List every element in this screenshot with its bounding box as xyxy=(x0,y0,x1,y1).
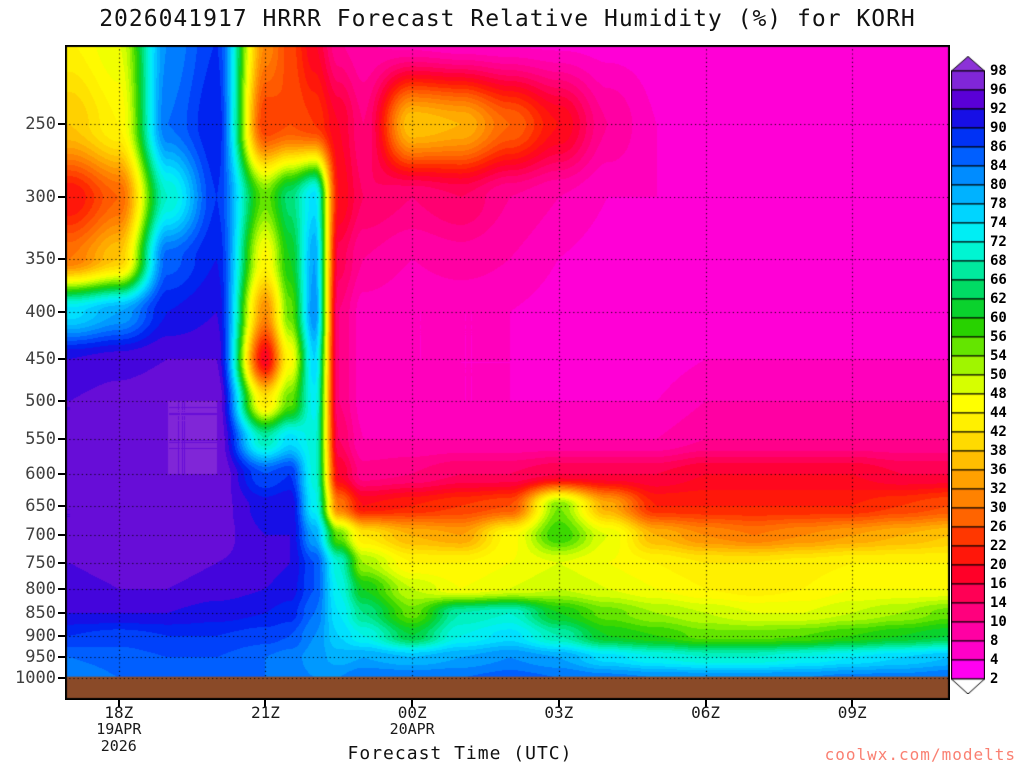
pressure-tick-label: 300 xyxy=(25,187,56,208)
time-tick-text: 09Z xyxy=(837,703,867,722)
rh-cross-section-plot xyxy=(65,45,950,700)
pressure-tick-mark xyxy=(58,400,65,403)
time-tick-text: 06Z xyxy=(691,703,720,722)
pressure-tick-mark xyxy=(58,472,65,475)
colorbar-tick-label: 20 xyxy=(990,557,1007,573)
colorbar-tick-label: 36 xyxy=(990,462,1007,478)
time-tick-mark xyxy=(117,700,120,707)
time-tick-mark xyxy=(704,700,707,707)
time-tick-mark xyxy=(557,700,560,707)
pressure-tick-mark xyxy=(58,587,65,590)
colorbar-tick-label: 80 xyxy=(990,177,1007,193)
pressure-tick-label: 800 xyxy=(25,578,56,599)
pressure-tick-label: 350 xyxy=(25,248,56,269)
time-tick-text: 00Z xyxy=(397,703,427,722)
chart-title: 2026041917 HRRR Forecast Relative Humidi… xyxy=(99,6,916,32)
time-tick-mark xyxy=(264,700,267,707)
pressure-tick-mark xyxy=(58,357,65,360)
colorbar-tick-label: 68 xyxy=(990,253,1007,269)
colorbar-tick-label: 44 xyxy=(990,405,1007,421)
colorbar-tick-label: 2 xyxy=(990,671,999,687)
colorbar-tick-label: 62 xyxy=(990,291,1007,307)
pressure-tick-mark xyxy=(58,534,65,537)
colorbar-tick-label: 56 xyxy=(990,329,1007,345)
time-tick-mark xyxy=(851,700,854,707)
colorbar-tick-label: 98 xyxy=(990,63,1007,79)
colorbar-tick-label: 50 xyxy=(990,367,1007,383)
pressure-tick-mark xyxy=(58,634,65,637)
pressure-tick-label: 850 xyxy=(25,602,56,623)
watermark: coolwx.com/modelts xyxy=(824,745,1016,764)
colorbar-tick-label: 92 xyxy=(990,101,1007,117)
date-label: 20APR xyxy=(389,720,435,738)
pressure-tick-mark xyxy=(58,611,65,614)
colorbar xyxy=(951,56,985,694)
pressure-tick-mark xyxy=(58,504,65,507)
colorbar-tick-label: 84 xyxy=(990,158,1007,174)
date-label: 2026 xyxy=(100,737,137,755)
time-tick-label: 06Z xyxy=(666,704,746,721)
colorbar-tick-label: 60 xyxy=(990,310,1007,326)
time-tick-label: 09Z xyxy=(812,704,892,721)
pressure-tick-label: 900 xyxy=(25,625,56,646)
pressure-tick-label: 600 xyxy=(25,463,56,484)
pressure-tick-mark xyxy=(58,656,65,659)
pressure-tick-mark xyxy=(58,123,65,126)
colorbar-tick-label: 4 xyxy=(990,652,999,668)
colorbar-tick-label: 78 xyxy=(990,196,1007,212)
colorbar-tick-label: 54 xyxy=(990,348,1007,364)
pressure-tick-mark xyxy=(58,196,65,199)
colorbar-tick-label: 32 xyxy=(990,481,1007,497)
time-tick-mark xyxy=(411,700,414,707)
colorbar-tick-label: 86 xyxy=(990,139,1007,155)
time-tick-text: 03Z xyxy=(544,703,574,722)
colorbar-tick-label: 96 xyxy=(990,82,1007,98)
pressure-tick-mark xyxy=(58,257,65,260)
time-tick-label: 21Z xyxy=(225,704,305,721)
x-axis-title: Forecast Time (UTC) xyxy=(347,743,573,764)
pressure-tick-mark xyxy=(58,438,65,441)
pressure-tick-mark xyxy=(58,676,65,679)
colorbar-tick-label: 48 xyxy=(990,386,1007,402)
pressure-tick-label: 700 xyxy=(25,525,56,546)
pressure-tick-label: 250 xyxy=(25,114,56,135)
pressure-tick-mark xyxy=(58,310,65,313)
colorbar-tick-label: 90 xyxy=(990,120,1007,136)
pressure-tick-label: 550 xyxy=(25,429,56,450)
pressure-tick-label: 400 xyxy=(25,301,56,322)
colorbar-tick-label: 72 xyxy=(990,234,1007,250)
colorbar-tick-label: 30 xyxy=(990,500,1007,516)
colorbar-tick-label: 26 xyxy=(990,519,1007,535)
colorbar-tick-label: 8 xyxy=(990,633,999,649)
colorbar-tick-label: 38 xyxy=(990,443,1007,459)
colorbar-tick-label: 74 xyxy=(990,215,1007,231)
pressure-tick-label: 650 xyxy=(25,495,56,516)
colorbar-tick-label: 66 xyxy=(990,272,1007,288)
time-tick-label: 03Z xyxy=(519,704,599,721)
pressure-tick-label: 750 xyxy=(25,552,56,573)
pressure-tick-label: 950 xyxy=(25,647,56,668)
time-tick-label: 00Z 20APR xyxy=(372,704,452,738)
time-tick-text: 21Z xyxy=(251,703,280,722)
colorbar-tick-label: 14 xyxy=(990,595,1007,611)
colorbar-tick-label: 16 xyxy=(990,576,1007,592)
colorbar-tick-label: 42 xyxy=(990,424,1007,440)
pressure-tick-mark xyxy=(58,561,65,564)
time-tick-label: 18Z 19APR 2026 xyxy=(79,704,159,755)
pressure-tick-label: 1000 xyxy=(15,667,56,688)
time-tick-text: 18Z xyxy=(104,703,134,722)
colorbar-tick-label: 22 xyxy=(990,538,1007,554)
pressure-tick-label: 500 xyxy=(25,391,56,412)
date-label: 19APR xyxy=(96,720,142,738)
pressure-tick-label: 450 xyxy=(25,348,56,369)
colorbar-tick-label: 10 xyxy=(990,614,1007,630)
